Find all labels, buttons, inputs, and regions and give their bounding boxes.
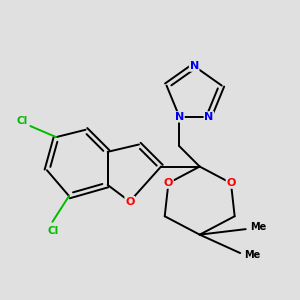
Text: N: N (175, 112, 184, 122)
Text: Cl: Cl (48, 226, 59, 236)
Text: N: N (204, 112, 214, 122)
Text: N: N (190, 61, 199, 71)
Text: Cl: Cl (17, 116, 28, 126)
Text: O: O (125, 196, 134, 206)
Text: Me: Me (244, 250, 261, 260)
Text: O: O (226, 178, 236, 188)
Text: O: O (164, 178, 173, 188)
Text: Me: Me (250, 222, 266, 232)
